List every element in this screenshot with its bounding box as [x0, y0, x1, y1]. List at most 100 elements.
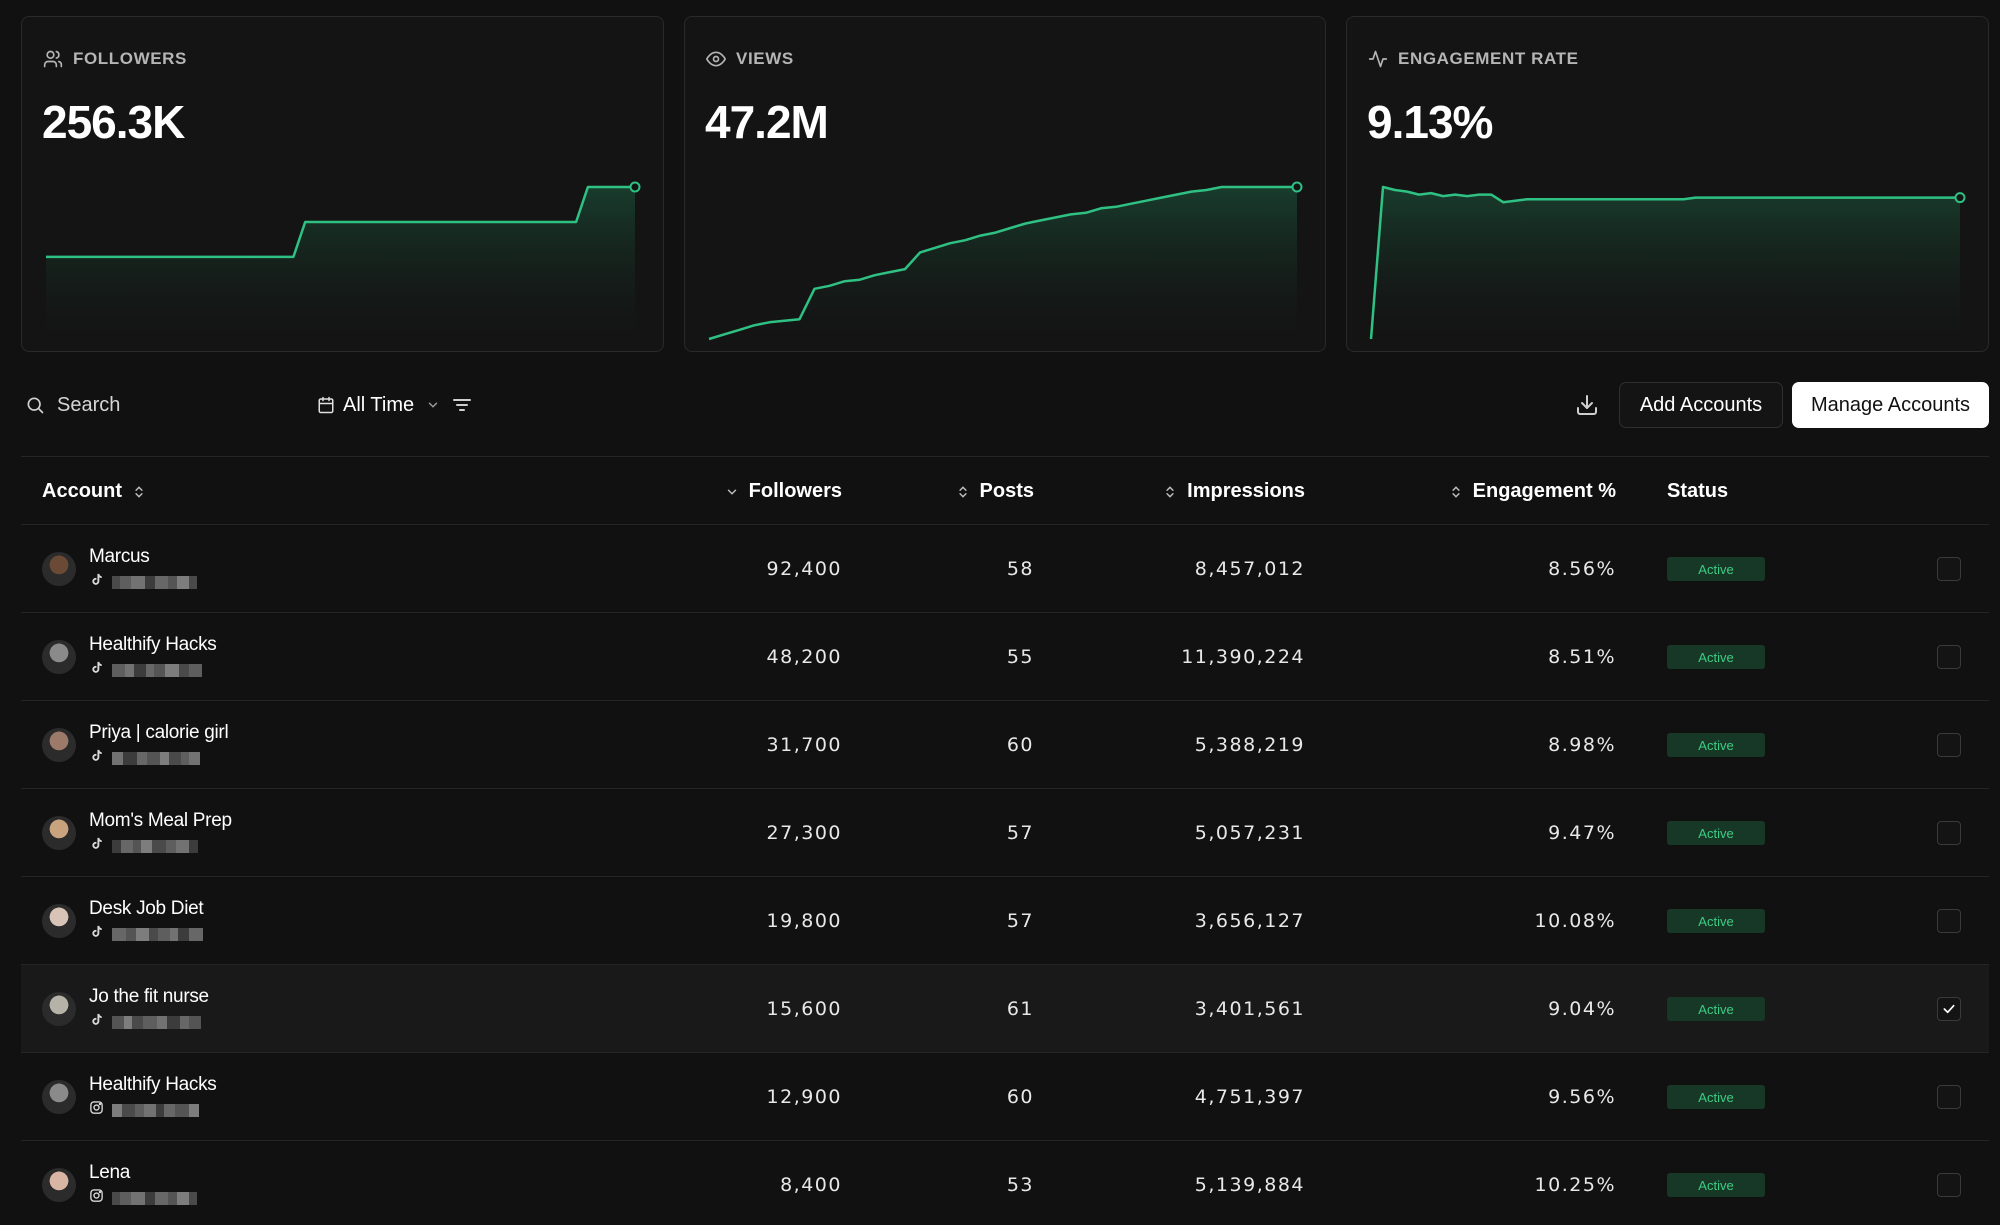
redacted-pixel	[121, 839, 133, 853]
redacted-pixel	[122, 1103, 135, 1117]
status-badge: Active	[1667, 821, 1765, 845]
column-header-label: Followers	[748, 480, 842, 502]
trend-area	[1371, 187, 1960, 339]
card-value: 9.13%	[1367, 96, 1493, 148]
redacted-pixel	[155, 575, 168, 589]
redacted-pixel	[144, 1103, 156, 1117]
card-value: 256.3K	[42, 96, 185, 148]
trend-area	[46, 187, 635, 339]
accounts-table: Account Followers Posts Impressions Enga…	[21, 456, 1989, 1225]
avatar	[42, 816, 76, 850]
account-name: Healthify Hacks	[89, 1074, 217, 1095]
redacted-pixel	[155, 1191, 168, 1205]
redacted-pixel	[178, 927, 189, 941]
table-row[interactable]: Marcus 92,400 58 8,457,012 8.56% Active	[21, 525, 1989, 613]
account-name: Mom's Meal Prep	[89, 810, 232, 831]
row-checkbox[interactable]	[1937, 997, 1961, 1021]
redacted-pixel	[179, 663, 189, 677]
tiktok-icon	[92, 1013, 102, 1025]
followers-cell: 8,400	[780, 1174, 842, 1196]
account-handle	[89, 925, 203, 942]
redacted-pixel	[145, 575, 155, 589]
redacted-pixel	[167, 1015, 180, 1029]
row-checkbox[interactable]	[1937, 909, 1961, 933]
impressions-cell: 8,457,012	[1194, 558, 1305, 580]
card-value: 47.2M	[705, 96, 829, 148]
redacted-pixel	[135, 1103, 144, 1117]
table-header: Account Followers Posts Impressions Enga…	[21, 456, 1989, 525]
sort-icon	[1451, 485, 1460, 498]
avatar	[42, 1168, 76, 1202]
avatar	[42, 640, 76, 674]
posts-cell: 60	[1006, 1086, 1034, 1108]
redacted-pixel	[176, 839, 189, 853]
manage-accounts-button[interactable]: Manage Accounts	[1792, 382, 1989, 428]
redacted-pixel	[189, 927, 203, 941]
redacted-pixel	[120, 575, 131, 589]
followers-trend-chart	[46, 181, 641, 339]
toolbar: Search All Time Add Accounts Manage Acco…	[21, 382, 1989, 428]
table-row[interactable]: Healthify Hacks 12,900 60 4,751,397 9.56…	[21, 1053, 1989, 1141]
redacted-pixel	[189, 1103, 199, 1117]
filter-icon[interactable]	[450, 393, 474, 417]
redacted-pixel	[189, 1015, 201, 1029]
timeframe-select[interactable]: All Time	[317, 382, 440, 428]
account-handle	[89, 1101, 199, 1118]
column-header-followers[interactable]: Followers	[725, 457, 842, 526]
redacted-pixel	[143, 1015, 157, 1029]
card-header: VIEWS	[706, 49, 794, 69]
followers-card: FOLLOWERS 256.3K	[21, 16, 664, 352]
column-header-account[interactable]: Account	[42, 457, 146, 526]
add-accounts-button[interactable]: Add Accounts	[1619, 382, 1783, 428]
account-handle	[89, 661, 202, 678]
redacted-pixel	[168, 575, 177, 589]
account-name: Healthify Hacks	[89, 634, 217, 655]
table-row[interactable]: Jo the fit nurse 15,600 61 3,401,561 9.0…	[21, 965, 1989, 1053]
status-badge: Active	[1667, 557, 1765, 581]
row-checkbox[interactable]	[1937, 1173, 1961, 1197]
engagement-cell: 8.51%	[1548, 646, 1616, 668]
column-header-posts[interactable]: Posts	[956, 457, 1034, 526]
row-checkbox[interactable]	[1937, 733, 1961, 757]
search-input[interactable]: Search	[25, 382, 120, 428]
row-checkbox[interactable]	[1937, 1085, 1961, 1109]
column-header-engagement[interactable]: Engagement %	[1449, 457, 1616, 526]
redacted-pixel	[169, 751, 181, 765]
redacted-pixel	[189, 751, 200, 765]
engagement-rate-card: ENGAGEMENT RATE 9.13%	[1346, 16, 1989, 352]
redacted-pixel	[170, 927, 178, 941]
posts-cell: 58	[1006, 558, 1034, 580]
redacted-pixel	[175, 1103, 189, 1117]
tiktok-icon	[92, 925, 102, 937]
redacted-pixel	[168, 1191, 177, 1205]
redacted-pixel	[152, 839, 166, 853]
sort-icon	[135, 485, 143, 498]
table-row[interactable]: Mom's Meal Prep 27,300 57 5,057,231 9.47…	[21, 789, 1989, 877]
row-checkbox[interactable]	[1937, 821, 1961, 845]
row-checkbox[interactable]	[1937, 557, 1961, 581]
activity-icon	[1368, 50, 1388, 68]
column-header-label: Posts	[979, 480, 1034, 502]
redacted-pixel	[112, 1015, 124, 1029]
redacted-pixel	[165, 663, 179, 677]
redacted-pixel	[164, 1103, 175, 1117]
table-row[interactable]: Desk Job Diet 19,800 57 3,656,127 10.08%…	[21, 877, 1989, 965]
trend-line	[1369, 185, 1960, 340]
row-checkbox[interactable]	[1937, 645, 1961, 669]
engagement-cell: 10.25%	[1534, 1174, 1616, 1196]
table-row[interactable]: Priya | calorie girl 31,700 60 5,388,219…	[21, 701, 1989, 789]
checkmark-icon	[1943, 1004, 1955, 1014]
impressions-cell: 5,139,884	[1194, 1174, 1305, 1196]
status-badge: Active	[1667, 997, 1765, 1021]
engagement-cell: 9.04%	[1548, 998, 1616, 1020]
column-header-impressions[interactable]: Impressions	[1163, 457, 1305, 526]
redacted-pixel	[134, 663, 146, 677]
trend-area	[709, 187, 1297, 339]
table-row[interactable]: Lena 8,400 53 5,139,884 10.25% Active	[21, 1141, 1989, 1225]
redacted-pixel	[124, 1015, 132, 1029]
download-icon[interactable]	[1575, 393, 1599, 417]
table-row[interactable]: Healthify Hacks 48,200 55 11,390,224 8.5…	[21, 613, 1989, 701]
avatar	[42, 904, 76, 938]
followers-cell: 92,400	[766, 558, 842, 580]
redacted-pixel	[149, 927, 158, 941]
